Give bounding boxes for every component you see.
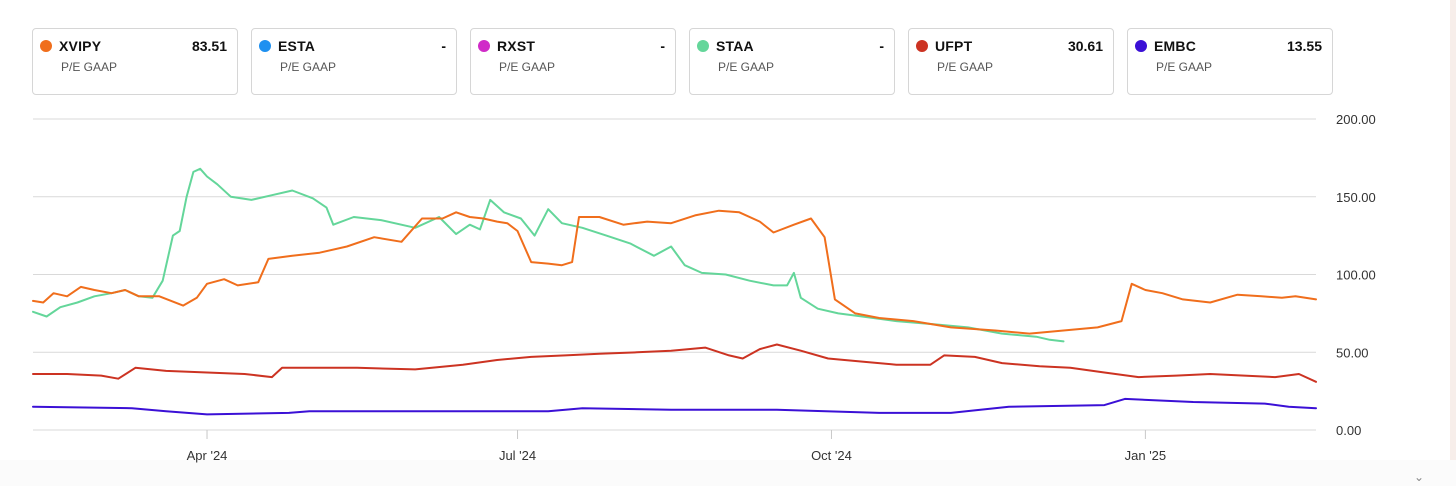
legend-ticker: XVIPY xyxy=(59,38,102,54)
page-edge xyxy=(1450,0,1456,460)
legend-card-staa[interactable]: STAA - P/E GAAP xyxy=(689,28,895,95)
y-tick-label: 150.00 xyxy=(1336,190,1376,205)
series-line-ufpt xyxy=(32,343,1317,383)
legend-card-embc[interactable]: EMBC 13.55 P/E GAAP xyxy=(1127,28,1333,95)
series-line-embc xyxy=(32,397,1317,416)
y-axis: 200.00 150.00 100.00 50.00 0.00 xyxy=(1336,112,1376,438)
legend-value: - xyxy=(441,38,446,54)
legend-card-esta[interactable]: ESTA - P/E GAAP xyxy=(251,28,457,95)
series-line-xvipy xyxy=(32,209,1317,335)
footer-strip xyxy=(0,460,1456,486)
x-tick-label: Oct '24 xyxy=(811,448,852,463)
x-axis: Apr '24 Jul '24 Oct '24 Jan '25 xyxy=(187,430,1167,463)
legend-value: 13.55 xyxy=(1286,38,1322,54)
legend-value: - xyxy=(879,38,884,54)
y-tick-label: 100.00 xyxy=(1336,268,1376,283)
series-dot-icon xyxy=(40,40,52,52)
y-tick-label: 50.00 xyxy=(1336,345,1369,360)
y-tick-label: 200.00 xyxy=(1336,112,1376,127)
legend-metric: P/E GAAP xyxy=(499,60,556,74)
y-tick-label: 0.00 xyxy=(1336,423,1361,438)
series-dot-icon xyxy=(259,40,271,52)
legend-value: 83.51 xyxy=(191,38,227,54)
legend-metric: P/E GAAP xyxy=(1156,60,1213,74)
series-lines xyxy=(32,167,1317,416)
legend-card-xvipy[interactable]: XVIPY 83.51 P/E GAAP xyxy=(32,28,238,95)
legend-value: - xyxy=(660,38,665,54)
legend-metric: P/E GAAP xyxy=(718,60,775,74)
legend-ticker: RXST xyxy=(497,38,536,54)
x-tick-label: Apr '24 xyxy=(187,448,228,463)
legend-metric: P/E GAAP xyxy=(937,60,994,74)
collapse-icon[interactable]: ⌄ xyxy=(1413,470,1425,484)
series-line-staa xyxy=(32,167,1065,343)
series-dot-icon xyxy=(478,40,490,52)
legend-metric: P/E GAAP xyxy=(61,60,118,74)
legend-card-ufpt[interactable]: UFPT 30.61 P/E GAAP xyxy=(908,28,1114,95)
x-tick-label: Jul '24 xyxy=(499,448,536,463)
series-dot-icon xyxy=(916,40,928,52)
legend-ticker: STAA xyxy=(716,38,754,54)
legend-ticker: EMBC xyxy=(1154,38,1197,54)
legend-value: 30.61 xyxy=(1067,38,1103,54)
legend-card-rxst[interactable]: RXST - P/E GAAP xyxy=(470,28,676,95)
series-dot-icon xyxy=(1135,40,1147,52)
gridlines xyxy=(33,118,1316,431)
legend-ticker: ESTA xyxy=(278,38,316,54)
x-tick-label: Jan '25 xyxy=(1125,448,1167,463)
legend-ticker: UFPT xyxy=(935,38,973,54)
legend-metric: P/E GAAP xyxy=(280,60,337,74)
series-dot-icon xyxy=(697,40,709,52)
